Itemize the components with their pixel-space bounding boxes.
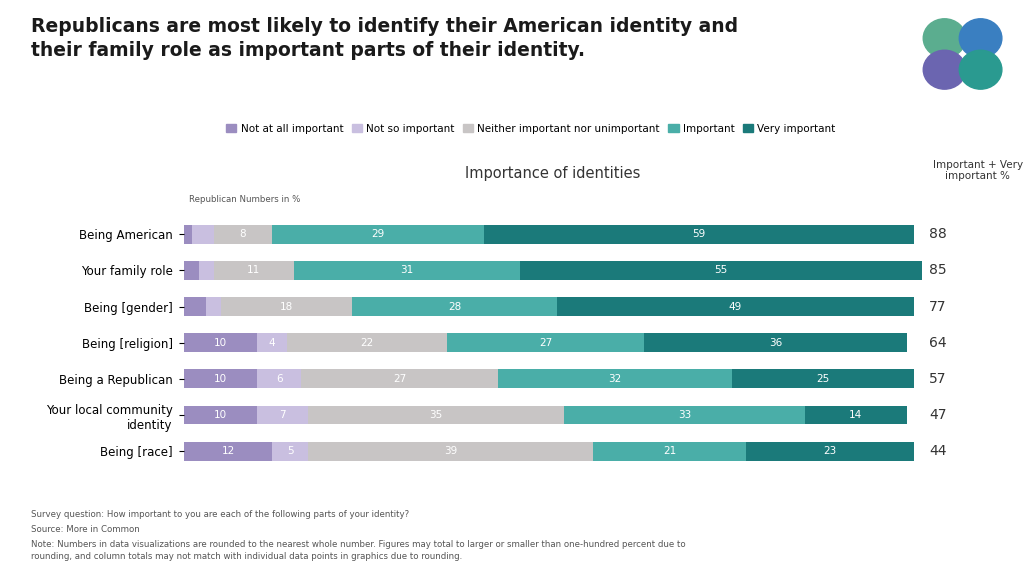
- Text: 29: 29: [371, 229, 384, 239]
- Text: 35: 35: [429, 410, 442, 420]
- Bar: [746, 442, 914, 461]
- Bar: [593, 442, 746, 461]
- Circle shape: [924, 50, 966, 89]
- Bar: [191, 225, 214, 244]
- Bar: [184, 297, 206, 316]
- Text: Importance of identities: Importance of identities: [465, 166, 641, 181]
- Text: 18: 18: [280, 302, 293, 312]
- Text: 57: 57: [929, 372, 946, 386]
- Text: 27: 27: [539, 338, 552, 348]
- Text: 64: 64: [929, 336, 946, 350]
- Bar: [184, 369, 257, 388]
- Bar: [184, 406, 257, 425]
- Bar: [257, 406, 308, 425]
- Text: 6: 6: [275, 374, 283, 384]
- Text: 77: 77: [929, 300, 946, 313]
- Text: 88: 88: [929, 228, 946, 241]
- Bar: [221, 297, 352, 316]
- Bar: [184, 261, 199, 280]
- Bar: [308, 442, 593, 461]
- Bar: [447, 334, 644, 352]
- Text: 23: 23: [823, 446, 837, 456]
- Bar: [214, 225, 272, 244]
- Bar: [557, 297, 914, 316]
- Bar: [644, 334, 907, 352]
- Text: 4: 4: [268, 338, 275, 348]
- Bar: [272, 225, 483, 244]
- Bar: [732, 369, 914, 388]
- Text: 47: 47: [929, 408, 946, 422]
- Bar: [257, 334, 287, 352]
- Bar: [257, 369, 301, 388]
- Circle shape: [959, 50, 1001, 89]
- Text: 44: 44: [929, 444, 946, 458]
- Circle shape: [924, 19, 966, 58]
- Text: 8: 8: [240, 229, 246, 239]
- Bar: [499, 369, 732, 388]
- Text: 11: 11: [247, 266, 260, 275]
- Bar: [287, 334, 447, 352]
- Bar: [352, 297, 557, 316]
- Text: 55: 55: [714, 266, 727, 275]
- Text: Survey question: How important to you are each of the following parts of your id: Survey question: How important to you ar…: [31, 510, 409, 519]
- Text: 32: 32: [608, 374, 622, 384]
- Text: 5: 5: [287, 446, 294, 456]
- Text: 22: 22: [360, 338, 374, 348]
- Text: 59: 59: [692, 229, 706, 239]
- Text: 36: 36: [769, 338, 782, 348]
- Text: 31: 31: [400, 266, 414, 275]
- Bar: [199, 261, 214, 280]
- Text: 10: 10: [214, 410, 227, 420]
- Bar: [184, 334, 257, 352]
- Text: 12: 12: [221, 446, 234, 456]
- Bar: [184, 442, 272, 461]
- Text: 25: 25: [816, 374, 829, 384]
- Bar: [301, 369, 499, 388]
- Bar: [294, 261, 520, 280]
- Circle shape: [959, 19, 1001, 58]
- Text: 85: 85: [929, 263, 946, 278]
- Text: 27: 27: [393, 374, 407, 384]
- Bar: [272, 442, 308, 461]
- Bar: [805, 406, 907, 425]
- Text: Important + Very
important %: Important + Very important %: [933, 160, 1023, 181]
- Legend: Not at all important, Not so important, Neither important nor unimportant, Impor: Not at all important, Not so important, …: [222, 120, 840, 138]
- Text: 10: 10: [214, 374, 227, 384]
- Text: 28: 28: [447, 302, 461, 312]
- Text: 21: 21: [664, 446, 677, 456]
- Bar: [308, 406, 564, 425]
- Text: 14: 14: [849, 410, 862, 420]
- Text: 10: 10: [214, 338, 227, 348]
- Text: Note: Numbers in data visualizations are rounded to the nearest whole number. Fi: Note: Numbers in data visualizations are…: [31, 540, 685, 561]
- Bar: [564, 406, 805, 425]
- Bar: [206, 297, 221, 316]
- Bar: [483, 225, 914, 244]
- Text: Republican Numbers in %: Republican Numbers in %: [189, 195, 301, 204]
- Text: 7: 7: [280, 410, 286, 420]
- Bar: [520, 261, 922, 280]
- Text: Source: More in Common: Source: More in Common: [31, 525, 139, 535]
- Bar: [184, 225, 191, 244]
- Text: 39: 39: [444, 446, 458, 456]
- Text: Republicans are most likely to identify their American identity and
their family: Republicans are most likely to identify …: [31, 17, 738, 60]
- Bar: [214, 261, 294, 280]
- Text: 49: 49: [729, 302, 742, 312]
- Text: 33: 33: [678, 410, 691, 420]
